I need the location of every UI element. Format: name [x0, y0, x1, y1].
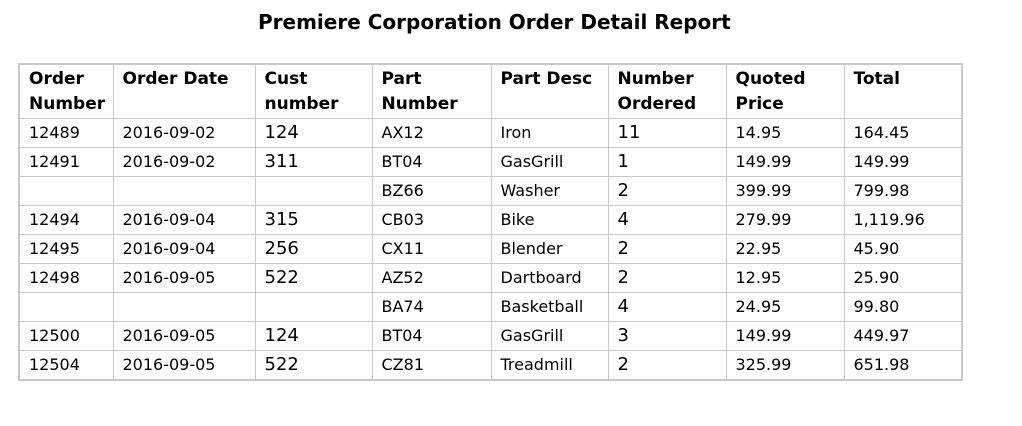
part-number-cell: AX12: [371, 118, 492, 148]
cust-number-cell: [254, 292, 373, 322]
number-ordered-cell: 2: [607, 350, 727, 381]
total-cell: 149.99: [843, 147, 963, 177]
part-number-cell: CZ81: [371, 350, 492, 381]
part-desc-header: Part Desc: [490, 63, 609, 119]
quoted-price-header: Quoted Price: [725, 63, 845, 119]
part-number-cell: BT04: [371, 321, 492, 351]
total-cell: 449.97: [843, 321, 963, 351]
part-desc-cell: Bike: [490, 205, 609, 235]
total-header: Total: [843, 63, 963, 119]
part-number-cell: BZ66: [371, 176, 492, 206]
cust-number-cell: 522: [254, 263, 373, 293]
quoted-price-cell: 24.95: [725, 292, 845, 322]
order-number-cell: 12500: [18, 321, 114, 351]
part-desc-cell: Basketball: [490, 292, 609, 322]
cust-number-header: Cust number: [254, 63, 373, 119]
order-number-cell: 12494: [18, 205, 114, 235]
order-date-cell: 2016-09-02: [112, 147, 256, 177]
header-row: Order Number Order Date Cust number Part Nu…: [18, 63, 963, 119]
quoted-price-cell: 22.95: [725, 234, 845, 264]
table-row: 12504 2016-09-05 522 CZ81 Treadmill 2 325.99 65…: [18, 350, 963, 381]
order-number-cell: 12489: [18, 118, 114, 148]
total-cell: 1,119.96: [843, 205, 963, 235]
order-date-cell: [112, 292, 256, 322]
table-row: 12495 2016-09-04 256 CX11 Blender 2 22.95 45.90: [18, 234, 963, 264]
part-desc-cell: GasGrill: [490, 147, 609, 177]
quoted-price-cell: 325.99: [725, 350, 845, 381]
cust-number-cell: 522: [254, 350, 373, 381]
quoted-price-cell: 149.99: [725, 321, 845, 351]
total-cell: 164.45: [843, 118, 963, 148]
total-cell: 99.80: [843, 292, 963, 322]
number-ordered-cell: 2: [607, 176, 727, 206]
part-number-cell: BA74: [371, 292, 492, 322]
total-cell: 25.90: [843, 263, 963, 293]
quoted-price-cell: 149.99: [725, 147, 845, 177]
order-date-cell: 2016-09-02: [112, 118, 256, 148]
table-header: Order Number Order Date Cust number Part Nu…: [18, 63, 963, 119]
part-desc-cell: Washer: [490, 176, 609, 206]
table-row: 12500 2016-09-05 124 BT04 GasGrill 3 149.99 449…: [18, 321, 963, 351]
cust-number-cell: 124: [254, 118, 373, 148]
table-body: 12489 2016-09-02 124 AX12 Iron 11 14.95 164.45 1…: [18, 118, 963, 381]
order-number-cell: 12495: [18, 234, 114, 264]
table-row: BA74 Basketball 4 24.95 99.80: [18, 292, 963, 322]
quoted-price-cell: 279.99: [725, 205, 845, 235]
part-desc-cell: Treadmill: [490, 350, 609, 381]
part-number-cell: CB03: [371, 205, 492, 235]
part-desc-cell: Iron: [490, 118, 609, 148]
report-title: Premiere Corporation Order Detail Report: [258, 10, 731, 34]
part-number-header: Part Number: [371, 63, 492, 119]
order-date-cell: [112, 176, 256, 206]
quoted-price-cell: 14.95: [725, 118, 845, 148]
part-desc-cell: Dartboard: [490, 263, 609, 293]
order-date-cell: 2016-09-04: [112, 205, 256, 235]
number-ordered-cell: 11: [607, 118, 727, 148]
order-number-cell: [18, 292, 114, 322]
number-ordered-cell: 3: [607, 321, 727, 351]
cust-number-cell: 256: [254, 234, 373, 264]
number-ordered-cell: 2: [607, 263, 727, 293]
cust-number-cell: 124: [254, 321, 373, 351]
number-ordered-cell: 4: [607, 205, 727, 235]
total-cell: 45.90: [843, 234, 963, 264]
part-number-cell: BT04: [371, 147, 492, 177]
quoted-price-cell: 12.95: [725, 263, 845, 293]
part-number-cell: CX11: [371, 234, 492, 264]
quoted-price-cell: 399.99: [725, 176, 845, 206]
order-number-cell: 12504: [18, 350, 114, 381]
number-ordered-cell: 1: [607, 147, 727, 177]
number-ordered-cell: 2: [607, 234, 727, 264]
order-date-cell: 2016-09-05: [112, 350, 256, 381]
order-date-cell: 2016-09-04: [112, 234, 256, 264]
number-ordered-cell: 4: [607, 292, 727, 322]
part-number-cell: AZ52: [371, 263, 492, 293]
order-date-cell: 2016-09-05: [112, 263, 256, 293]
part-desc-cell: GasGrill: [490, 321, 609, 351]
order-date-header: Order Date: [112, 63, 256, 119]
order-number-cell: 12498: [18, 263, 114, 293]
table-row: 12498 2016-09-05 522 AZ52 Dartboard 2 12.95 25.…: [18, 263, 963, 293]
total-cell: 651.98: [843, 350, 963, 381]
part-desc-cell: Blender: [490, 234, 609, 264]
order-detail-table: Order Number Order Date Cust number Part Nu…: [18, 63, 963, 381]
total-cell: 799.98: [843, 176, 963, 206]
order-number-header: Order Number: [18, 63, 114, 119]
table-row: 12491 2016-09-02 311 BT04 GasGrill 1 149.99 149…: [18, 147, 963, 177]
table-row: 12494 2016-09-04 315 CB03 Bike 4 279.99 1,119.9…: [18, 205, 963, 235]
order-number-cell: 12491: [18, 147, 114, 177]
cust-number-cell: 315: [254, 205, 373, 235]
order-number-cell: [18, 176, 114, 206]
table-row: 12489 2016-09-02 124 AX12 Iron 11 14.95 164.45: [18, 118, 963, 148]
cust-number-cell: 311: [254, 147, 373, 177]
table-row: BZ66 Washer 2 399.99 799.98: [18, 176, 963, 206]
number-ordered-header: Number Ordered: [607, 63, 727, 119]
cust-number-cell: [254, 176, 373, 206]
order-date-cell: 2016-09-05: [112, 321, 256, 351]
